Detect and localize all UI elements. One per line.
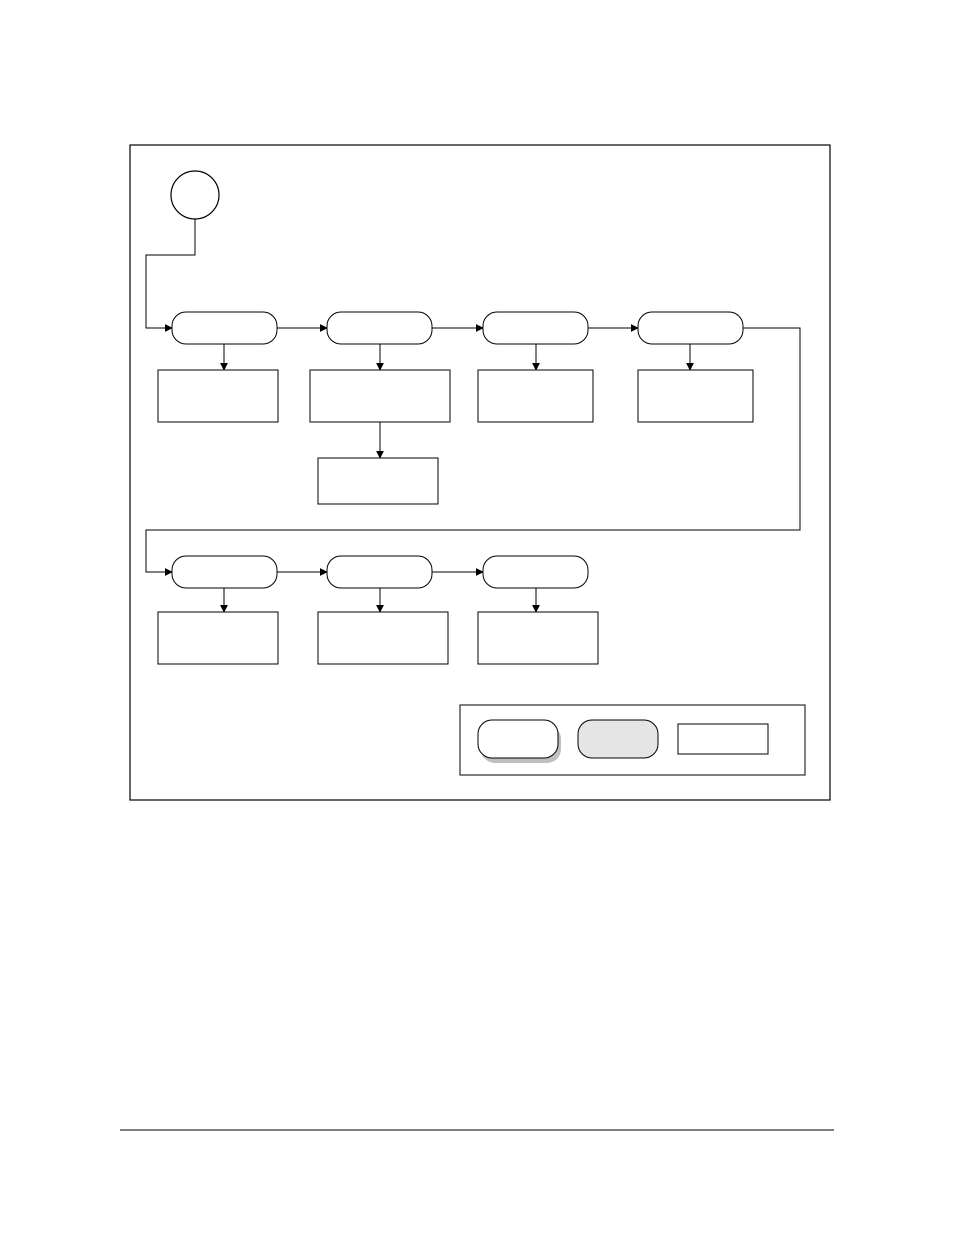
legend-rect xyxy=(678,724,768,754)
rect-node xyxy=(318,612,448,664)
legend-capsule xyxy=(478,720,558,758)
capsule-node xyxy=(327,312,432,344)
rect-node xyxy=(638,370,753,422)
rect-node xyxy=(158,370,278,422)
start-node xyxy=(171,171,219,219)
capsule-node xyxy=(172,556,277,588)
capsule-node xyxy=(483,312,588,344)
edge xyxy=(146,328,800,572)
rect-node xyxy=(158,612,278,664)
capsule-node xyxy=(327,556,432,588)
rect-node xyxy=(478,370,593,422)
capsule-node xyxy=(638,312,743,344)
rect-node xyxy=(478,612,598,664)
rect-node xyxy=(318,458,438,504)
legend-capsule-filled xyxy=(578,720,658,758)
diagram-frame xyxy=(130,145,830,800)
capsule-node xyxy=(172,312,277,344)
rect-node xyxy=(310,370,450,422)
capsule-node xyxy=(483,556,588,588)
